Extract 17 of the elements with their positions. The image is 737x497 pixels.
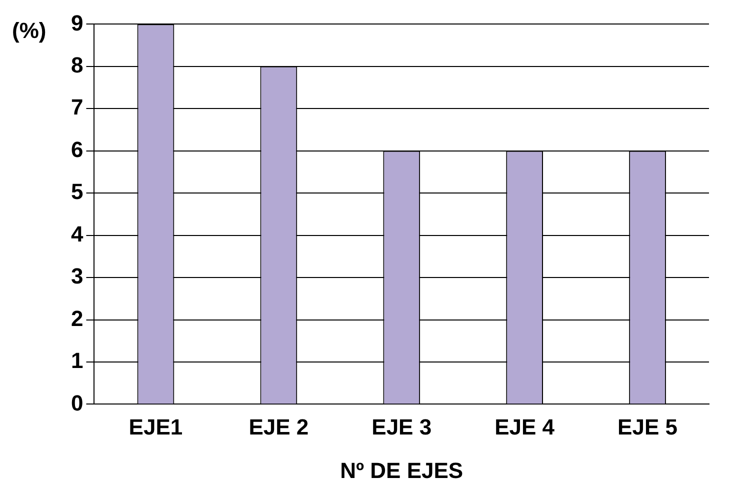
- y-tick-label: 9: [70, 10, 84, 36]
- x-tick-label: EJE 4: [494, 414, 556, 440]
- y-tick-label: 4: [70, 221, 84, 246]
- y-axis-title: (%): [12, 18, 46, 44]
- y-tick-label: 2: [70, 306, 84, 331]
- x-tick-label: EJE1: [128, 414, 183, 440]
- y-tick-label: 7: [70, 94, 84, 120]
- y-tick-label: 0: [70, 390, 84, 416]
- x-tick-label: EJE 5: [618, 414, 678, 440]
- x-tick-label: EJE 2: [248, 414, 309, 440]
- y-tick-label: 1: [70, 348, 84, 374]
- x-tick-label: EJE 3: [372, 414, 432, 440]
- y-tick-label: 3: [70, 264, 84, 289]
- y-tick-label: 5: [70, 179, 84, 204]
- y-tick-label: 6: [70, 136, 84, 162]
- y-tick-label: 8: [70, 52, 84, 78]
- x-axis-title: Nº DE EJES: [340, 458, 464, 483]
